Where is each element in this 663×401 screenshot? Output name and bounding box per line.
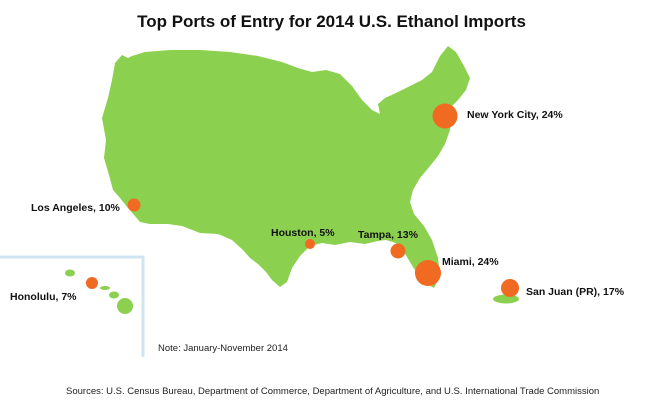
label-tampa: Tampa, 13%: [358, 229, 418, 241]
port-marker-san-juan: [501, 279, 519, 297]
label-honolulu: Honolulu, 7%: [10, 291, 77, 303]
port-marker-miami: [415, 260, 441, 286]
note-text: Note: January-November 2014: [158, 343, 288, 354]
label-new-york-city: New York City, 24%: [467, 109, 563, 121]
label-houston: Houston, 5%: [271, 227, 335, 239]
sources-text: Sources: U.S. Census Bureau, Department …: [66, 386, 600, 397]
hawaii-inset-border: [0, 255, 145, 357]
puerto-rico-landmass: [493, 294, 519, 304]
port-marker-honolulu: [86, 277, 98, 289]
port-marker-houston: [305, 239, 315, 249]
hawaii-island-maui: [109, 291, 119, 299]
contiguous-us-landmass: [102, 46, 470, 288]
port-marker-los-angeles: [127, 198, 141, 212]
map-title: Top Ports of Entry for 2014 U.S. Ethanol…: [137, 12, 526, 31]
port-marker-tampa: [390, 243, 406, 259]
label-los-angeles: Los Angeles, 10%: [31, 202, 120, 214]
label-miami: Miami, 24%: [442, 256, 499, 268]
label-san-juan: San Juan (PR), 17%: [526, 286, 625, 298]
hawaii-island-molokai: [100, 286, 110, 290]
hawaii-island-kauai: [65, 269, 75, 277]
hawaii-island-big: [117, 298, 133, 314]
port-marker-new-york-city: [432, 103, 458, 129]
